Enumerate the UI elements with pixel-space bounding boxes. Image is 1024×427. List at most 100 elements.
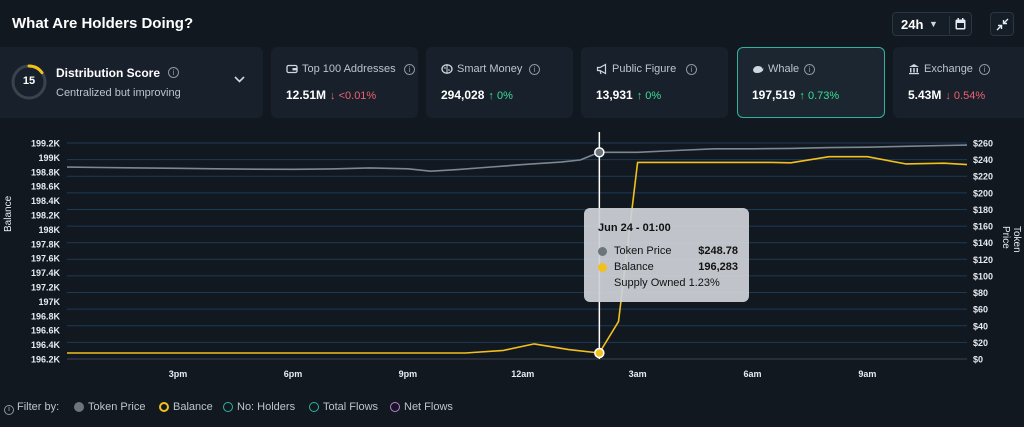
tooltip-balance-label: Balance: [614, 261, 654, 273]
y-tick-label: 196.2K: [31, 355, 61, 365]
y2-tick-label: $220: [973, 172, 993, 182]
tooltip-balance-value: 196,283: [698, 261, 738, 273]
tooltip-title: Jun 24 - 01:00: [598, 222, 671, 234]
y2-tick-label: $0: [973, 355, 983, 365]
legend-dot: [309, 402, 319, 412]
tooltip-supply-owned: Supply Owned 1.23%: [614, 277, 720, 289]
y2-tick-label: $100: [973, 271, 993, 281]
card-title: Whale: [768, 63, 800, 75]
info-icon[interactable]: i: [529, 64, 540, 75]
chart-tooltip: Jun 24 - 01:00 Token Price $248.78 Balan…: [584, 208, 749, 302]
card-title: Top 100 Addresses: [302, 63, 396, 75]
holders-chart[interactable]: 199.2K 199K 198.8K 198.6K 198.4K 198.2K 198K 19…: [0, 130, 1024, 390]
distribution-score-subtitle: Centralized but improving: [56, 87, 181, 99]
card-exchange[interactable]: Exchange i 5.43M ↓ 0.54%: [893, 47, 1024, 118]
legend-dot: [223, 402, 233, 412]
card-whale[interactable]: Whale i 197,519 ↑ 0.73%: [737, 47, 885, 118]
y-tick-label: 197.4K: [31, 268, 61, 278]
y-tick-label: 198.8K: [31, 167, 61, 177]
y-tick-label: 198.4K: [31, 196, 61, 206]
y-tick-label: 198K: [38, 225, 60, 235]
score-ring: [11, 64, 47, 100]
y2-tick-label: $160: [973, 222, 993, 232]
calendar-icon[interactable]: [949, 16, 967, 34]
y2-tick-label: $180: [973, 205, 993, 215]
x-tick-label: 6pm: [284, 369, 303, 379]
info-icon[interactable]: i: [686, 64, 697, 75]
card-title: Smart Money: [457, 63, 523, 75]
y-tick-label: 196.8K: [31, 311, 61, 321]
filter-label: i Filter by:: [4, 401, 59, 415]
y2-tick-label: $20: [973, 338, 988, 348]
y2-tick-label: $140: [973, 238, 993, 248]
distribution-score-title: Distribution Score: [56, 66, 161, 80]
y-axis-left: 199.2K 199K 198.8K 198.6K 198.4K 198.2K 198K 19…: [31, 139, 61, 365]
change-up: ↑ 0%: [636, 90, 662, 102]
y2-tick-label: $200: [973, 188, 993, 198]
grid-layer: [67, 142, 967, 360]
y2-tick-label: $260: [973, 139, 993, 149]
period-selector[interactable]: 24h ▼: [892, 12, 972, 36]
token-price-marker: [594, 147, 605, 158]
header: What Are Holders Doing? 24h ▼: [12, 12, 1014, 36]
y-tick-label: 199K: [38, 153, 60, 163]
x-tick-label: 3pm: [169, 369, 188, 379]
collapse-icon[interactable]: [990, 12, 1014, 36]
card-top-100-addresses[interactable]: Top 100 Addresses i 12.51M ↓ <0.01%: [271, 47, 418, 118]
card-value: 294,028 ↑ 0%: [441, 88, 513, 102]
balance-dot: [598, 263, 607, 272]
card-title: Public Figure: [612, 63, 677, 75]
y2-axis-title: Token Price: [1000, 226, 1022, 253]
bank-icon: [909, 64, 919, 75]
y-tick-label: 199.2K: [31, 139, 61, 149]
y-tick-label: 198.2K: [31, 211, 61, 221]
stats-cards: 15 Distribution Score i Centralized but …: [0, 47, 1024, 118]
y-tick-label: 198.6K: [31, 182, 61, 192]
balance-marker: [594, 347, 605, 359]
info-icon[interactable]: i: [804, 64, 815, 75]
change-down: ↓ <0.01%: [330, 90, 377, 102]
period-label: 24h: [901, 17, 924, 32]
distribution-score-card[interactable]: 15 Distribution Score i Centralized but …: [0, 47, 263, 118]
y2-tick-label: $40: [973, 321, 988, 331]
info-icon[interactable]: i: [404, 64, 415, 75]
y-tick-label: 197.2K: [31, 283, 61, 293]
series-line-balance: [67, 155, 968, 354]
y-tick-label: 197.8K: [31, 239, 61, 249]
x-axis: 3pm 6pm 9pm 12am 3am 6am 9am: [169, 369, 877, 379]
x-tick-label: 3am: [629, 369, 647, 379]
y-tick-label: 197K: [38, 297, 60, 307]
legend-dot: [74, 402, 84, 412]
change-down: ↓ 0.54%: [945, 90, 986, 102]
card-public-figure[interactable]: Public Figure i 13,931 ↑ 0%: [581, 47, 728, 118]
token-price-dot: [598, 247, 607, 256]
card-smart-money[interactable]: Smart Money i 294,028 ↑ 0%: [426, 47, 573, 118]
y-axis-title: Balance: [3, 195, 14, 232]
card-value: 5.43M ↓ 0.54%: [908, 88, 986, 102]
page-title: What Are Holders Doing?: [12, 15, 194, 32]
x-tick-label: 9pm: [399, 369, 418, 379]
info-icon[interactable]: i: [168, 67, 179, 78]
wallet-icon: [286, 64, 298, 74]
y-tick-label: 196.4K: [31, 340, 61, 350]
y-tick-label: 197.6K: [31, 254, 61, 264]
y-tick-label: 196.6K: [31, 326, 61, 336]
y2-tick-label: $240: [973, 155, 993, 165]
card-title: Exchange: [924, 63, 973, 75]
y2-tick-label: $80: [973, 288, 988, 298]
y2-tick-label: $60: [973, 305, 988, 315]
card-value: 13,931 ↑ 0%: [596, 88, 662, 102]
megaphone-icon: [596, 63, 607, 75]
chevron-down-icon[interactable]: [234, 76, 245, 83]
legend-dot: [159, 402, 169, 412]
y2-tick-label: $120: [973, 255, 993, 265]
info-icon[interactable]: i: [979, 64, 990, 75]
card-value: 12.51M ↓ <0.01%: [286, 88, 377, 102]
change-up: ↑ 0.73%: [799, 90, 840, 102]
whale-icon: [753, 66, 764, 73]
distribution-score-value: 15: [22, 75, 36, 87]
x-tick-label: 9am: [858, 369, 876, 379]
y-axis-right: $260 $240 $220 $200 $180 $160 $140 $120 $100 $80 $…: [973, 139, 993, 365]
tooltip-price-value: $248.78: [698, 245, 738, 257]
series-layer: [66, 144, 968, 354]
